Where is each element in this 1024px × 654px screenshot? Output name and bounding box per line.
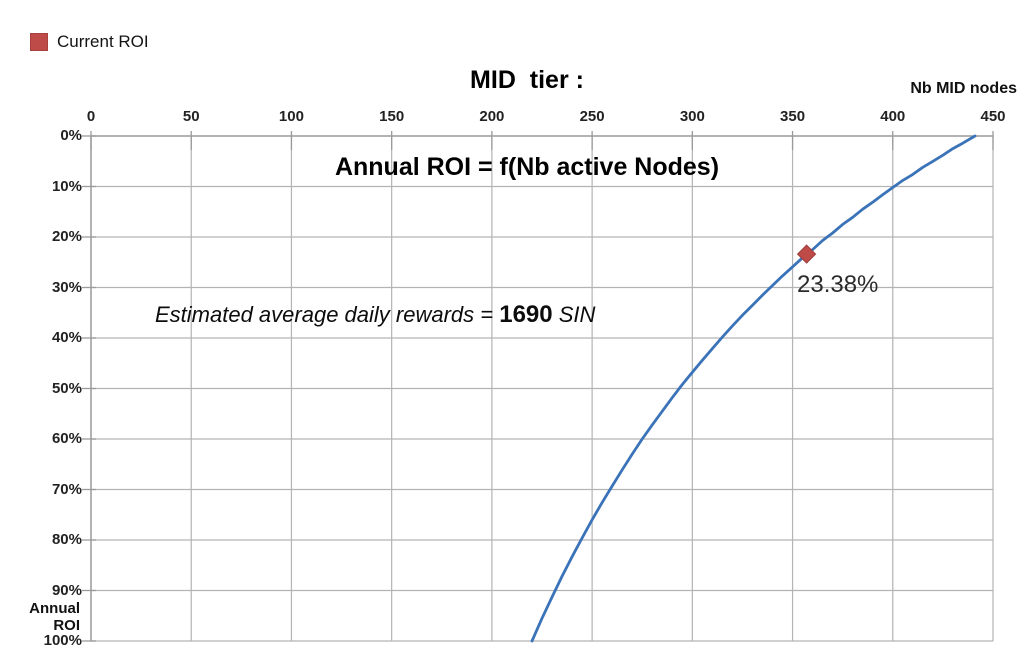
y-tick-label: 50% xyxy=(51,379,82,397)
x-tick-label: 200 xyxy=(479,108,505,125)
y-tick-label: 0% xyxy=(60,127,82,144)
y-tick-label: 30% xyxy=(51,278,82,296)
x-tick-label: 300 xyxy=(679,108,705,125)
y-axis-title: Annual ROI xyxy=(29,600,80,634)
rewards-annotation-value: 1690 xyxy=(499,301,553,328)
y-tick-label: 100% xyxy=(43,632,82,649)
data-point-label: 23.38% xyxy=(797,271,879,298)
chart-title-line2: Annual ROI = f(Nb active Nodes) xyxy=(334,153,720,181)
rewards-annotation-suffix: SIN xyxy=(552,302,596,327)
y-tick-label: 40% xyxy=(51,329,82,346)
current-roi-marker xyxy=(796,244,817,264)
y-tick-label: 60% xyxy=(51,430,82,447)
y-tick-label: 80% xyxy=(51,531,82,548)
chart-title-line1: MID tier : xyxy=(470,66,584,94)
x-tick-label: 100 xyxy=(278,108,304,125)
x-tick-label: 400 xyxy=(880,108,906,125)
chart-title: MID tier : Annual ROI = f(Nb active Node… xyxy=(30,8,1024,240)
x-tick-label: 0 xyxy=(86,108,96,125)
y-tick-label: 20% xyxy=(51,228,82,245)
rewards-annotation-prefix: Estimated average daily rewards = xyxy=(155,302,500,327)
roi-curve xyxy=(530,134,977,643)
x-tick-label: 350 xyxy=(780,108,806,125)
x-tick-label: 250 xyxy=(579,108,605,125)
legend-marker-swatch xyxy=(30,33,48,51)
legend: Current ROI xyxy=(30,32,149,52)
x-tick-label: 450 xyxy=(980,108,1006,125)
y-tick-label: 10% xyxy=(51,177,82,195)
y-tick-label: 90% xyxy=(51,581,82,599)
x-axis-title: Nb MID nodes xyxy=(910,80,1017,97)
legend-label: Current ROI xyxy=(57,32,149,51)
x-tick-label: 150 xyxy=(379,108,405,125)
x-tick-label: 50 xyxy=(182,108,200,125)
rewards-annotation: Estimated average daily rewards = 1690 S… xyxy=(155,301,595,329)
y-tick-label: 70% xyxy=(51,480,82,498)
